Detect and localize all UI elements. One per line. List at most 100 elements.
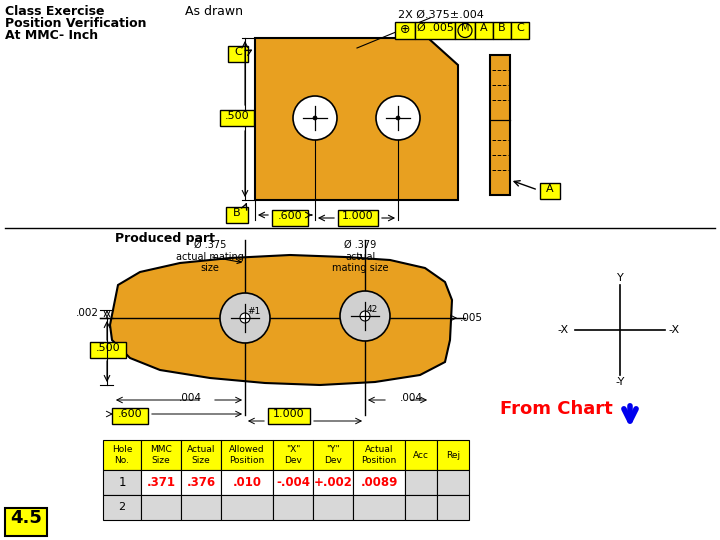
Polygon shape	[110, 255, 452, 385]
Text: ⊕: ⊕	[400, 23, 410, 36]
Text: -.004: -.004	[276, 476, 310, 489]
Circle shape	[360, 311, 370, 321]
Text: Class Exercise: Class Exercise	[5, 5, 104, 18]
Text: Acc: Acc	[413, 450, 429, 460]
Text: Produced part: Produced part	[115, 232, 215, 245]
Text: 1.000: 1.000	[273, 409, 305, 419]
Bar	[437, 440, 469, 470]
Polygon shape	[255, 38, 458, 200]
Text: Ø .005: Ø .005	[417, 23, 454, 33]
Bar	[475, 22, 493, 39]
Text: A: A	[546, 184, 554, 194]
Bar	[405, 495, 437, 520]
Bar	[405, 470, 437, 495]
Circle shape	[376, 96, 420, 140]
Circle shape	[458, 24, 472, 37]
Text: .500: .500	[225, 111, 249, 121]
Text: -X: -X	[557, 325, 568, 335]
Circle shape	[220, 293, 270, 343]
Text: .005: .005	[460, 313, 483, 323]
Bar	[181, 470, 221, 495]
Text: At MMC- Inch: At MMC- Inch	[5, 29, 98, 42]
Bar	[273, 470, 313, 495]
Bar	[353, 470, 405, 495]
Circle shape	[340, 291, 390, 341]
Bar	[103, 495, 141, 520]
Text: .004: .004	[179, 393, 202, 403]
Text: Position Verification: Position Verification	[5, 17, 146, 30]
Bar	[490, 55, 510, 195]
Bar	[455, 22, 475, 39]
Text: .371: .371	[146, 476, 176, 489]
Text: 1: 1	[118, 476, 126, 489]
Bar	[540, 183, 560, 199]
Bar	[226, 207, 248, 223]
Bar	[181, 440, 221, 470]
Text: .0089: .0089	[360, 476, 397, 489]
Bar	[353, 495, 405, 520]
Bar	[511, 22, 529, 39]
Text: Y: Y	[616, 273, 624, 283]
Text: 2: 2	[118, 503, 125, 512]
Bar	[220, 110, 254, 126]
Text: .002: .002	[76, 308, 99, 318]
Text: Ø .375
actual mating
size: Ø .375 actual mating size	[176, 240, 244, 273]
Text: -X: -X	[668, 325, 679, 335]
Bar	[437, 470, 469, 495]
Bar	[221, 440, 273, 470]
Bar	[313, 495, 353, 520]
Text: 4.5: 4.5	[10, 509, 42, 527]
Text: As drawn: As drawn	[185, 5, 243, 18]
Bar	[405, 440, 437, 470]
Circle shape	[396, 116, 400, 120]
Text: #1: #1	[247, 307, 260, 316]
Text: Actual
Position: Actual Position	[361, 446, 397, 465]
Text: M: M	[461, 23, 469, 33]
Text: MMC
Size: MMC Size	[150, 446, 172, 465]
Text: .010: .010	[233, 476, 261, 489]
Text: Actual
Size: Actual Size	[186, 446, 215, 465]
Text: A: A	[480, 23, 488, 33]
Circle shape	[240, 313, 250, 323]
Text: C: C	[516, 23, 524, 33]
Bar	[228, 46, 248, 62]
Bar	[141, 495, 181, 520]
Text: .600: .600	[117, 409, 143, 419]
Circle shape	[313, 116, 317, 120]
Bar	[112, 408, 148, 424]
Circle shape	[293, 96, 337, 140]
Text: +.002: +.002	[314, 476, 352, 489]
Bar	[273, 495, 313, 520]
Text: B: B	[498, 23, 506, 33]
Bar	[313, 470, 353, 495]
Text: 2X Ø.375±.004: 2X Ø.375±.004	[398, 10, 484, 20]
Bar	[141, 470, 181, 495]
Bar	[268, 408, 310, 424]
Text: .376: .376	[186, 476, 215, 489]
Bar	[493, 22, 511, 39]
Bar	[313, 440, 353, 470]
Bar	[221, 495, 273, 520]
Bar	[395, 22, 415, 39]
Bar	[5, 508, 47, 536]
Bar	[90, 342, 126, 358]
Bar	[181, 495, 221, 520]
Text: Rej: Rej	[446, 450, 460, 460]
Bar	[103, 470, 141, 495]
Text: Ø .379
actual
mating size: Ø .379 actual mating size	[332, 240, 388, 273]
Bar	[437, 495, 469, 520]
Text: Hole
No.: Hole No.	[112, 446, 132, 465]
Bar	[103, 440, 141, 470]
Bar	[141, 440, 181, 470]
Text: "X"
Dev: "X" Dev	[284, 446, 302, 465]
Bar	[353, 440, 405, 470]
Bar	[338, 210, 378, 226]
Bar	[415, 22, 455, 39]
Text: C: C	[234, 47, 242, 57]
Bar	[273, 440, 313, 470]
Text: .500: .500	[96, 343, 120, 353]
Text: 42: 42	[367, 305, 378, 314]
Bar	[272, 210, 308, 226]
Text: Allowed
Position: Allowed Position	[229, 446, 265, 465]
Text: B: B	[233, 208, 240, 218]
